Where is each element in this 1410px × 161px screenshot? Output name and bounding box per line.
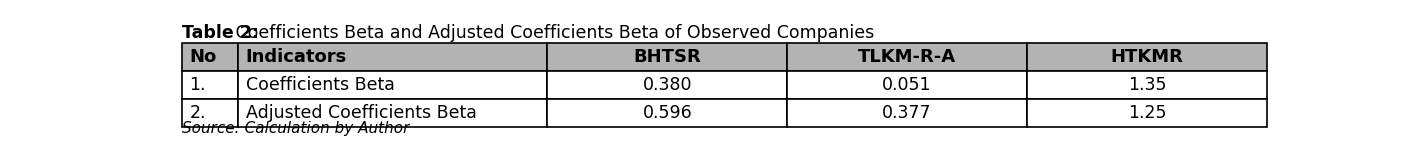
Text: Source: Calculation by Author: Source: Calculation by Author <box>182 121 409 136</box>
Bar <box>238 99 547 127</box>
Text: 2.: 2. <box>189 104 206 122</box>
Text: Table 2:: Table 2: <box>182 24 258 42</box>
Text: Coefficients Beta: Coefficients Beta <box>245 76 395 94</box>
Bar <box>182 71 238 99</box>
Text: 0.380: 0.380 <box>643 76 692 94</box>
Bar <box>1026 99 1266 127</box>
Bar <box>238 71 547 99</box>
Text: 0.051: 0.051 <box>883 76 932 94</box>
Bar <box>1026 71 1266 99</box>
Bar <box>547 71 787 99</box>
Text: HTKMR: HTKMR <box>1111 48 1183 66</box>
Bar <box>547 43 787 71</box>
Text: TLKM-R-A: TLKM-R-A <box>859 48 956 66</box>
Text: 1.25: 1.25 <box>1128 104 1166 122</box>
Bar <box>787 43 1026 71</box>
Bar <box>787 99 1026 127</box>
Text: 0.377: 0.377 <box>883 104 932 122</box>
Bar <box>787 71 1026 99</box>
Text: Indicators: Indicators <box>245 48 347 66</box>
Bar <box>182 43 238 71</box>
Bar <box>238 43 547 71</box>
Text: 0.596: 0.596 <box>643 104 692 122</box>
Text: 1.35: 1.35 <box>1128 76 1166 94</box>
Text: BHTSR: BHTSR <box>633 48 701 66</box>
Text: 1.: 1. <box>189 76 206 94</box>
Bar <box>182 99 238 127</box>
Bar <box>547 99 787 127</box>
Text: Coefficients Beta and Adjusted Coefficients Beta of Observed Companies: Coefficients Beta and Adjusted Coefficie… <box>230 24 874 42</box>
Bar <box>1026 43 1266 71</box>
Text: Adjusted Coefficients Beta: Adjusted Coefficients Beta <box>245 104 477 122</box>
Text: No: No <box>189 48 217 66</box>
